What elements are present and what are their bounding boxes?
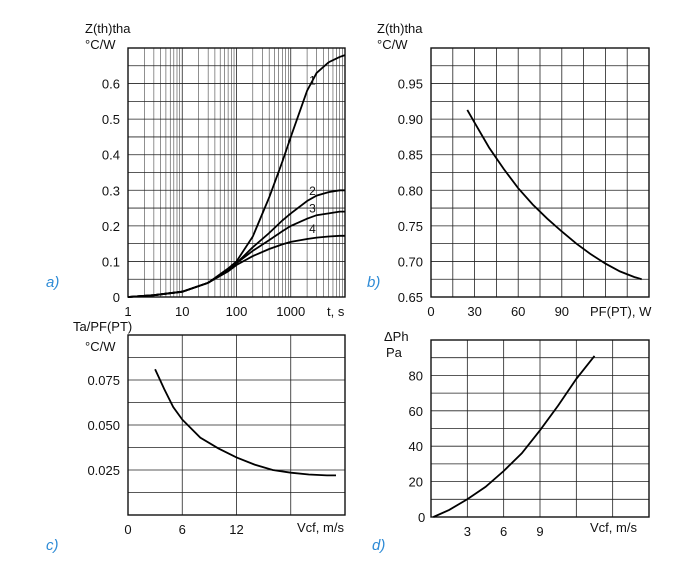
panel-a-curve-label-3: 3 <box>309 202 316 216</box>
panel-a-curve-label-2: 2 <box>309 184 316 198</box>
panel-d-ytick-label: 20 <box>409 475 423 490</box>
panel-a-ytick-label: 0.1 <box>102 254 120 269</box>
panel-c-ytick-label: 0.075 <box>87 373 120 388</box>
panel-a-grid <box>128 48 345 297</box>
panel-b-ytick-label: 0.70 <box>398 254 423 269</box>
panel-b-frame <box>430 47 650 298</box>
panel-b-ticks: 0 30 60 90 0.65 0.70 0.75 0.80 0.85 0.90 0.95 <box>398 77 569 319</box>
panel-a-curve-label-1: 1 <box>309 74 316 88</box>
panel-b-xtick-label: 90 <box>555 304 569 319</box>
panel-c-xlabel: Vcf, m/s <box>297 520 344 535</box>
panel-d-grid <box>431 340 649 517</box>
panel-c-curve <box>154 368 336 477</box>
panel-d-xtick-label: 9 <box>536 524 543 539</box>
panel-a: Z(th)tha °C/W 1 2 3 4 1 10 100 1000 0 0.1 0.2 0.3 0… <box>46 21 346 319</box>
panel-b-ylabel-line2: °C/W <box>377 37 408 52</box>
panel-d: ΔPh Pa 3 6 9 20 40 60 80 0 Vcf, m/s d) <box>372 329 650 554</box>
panel-d-ytick-label: 60 <box>409 404 423 419</box>
panel-a-ytick-label: 0.3 <box>102 183 120 198</box>
panel-a-curve-4 <box>127 234 345 298</box>
panel-d-ytick-label: 80 <box>409 368 423 383</box>
panel-b-xtick-label: 60 <box>511 304 525 319</box>
panel-d-xtick-label: 3 <box>464 524 471 539</box>
panel-b-xtick-label: 30 <box>467 304 481 319</box>
panel-a-xlabel: t, s <box>327 304 345 319</box>
panel-d-ytick-label: 40 <box>409 439 423 454</box>
panel-b-ylabel-line1: Z(th)tha <box>377 21 423 36</box>
panel-a-ticks: 1 10 100 1000 0 0.1 0.2 0.3 0.4 0.5 0.6 <box>102 77 305 319</box>
panel-b-xtick-label: 0 <box>427 304 434 319</box>
panel-b-ytick-label: 0.95 <box>398 77 423 92</box>
panel-b-ytick-label: 0.90 <box>398 112 423 127</box>
panel-d-origin-label: 0 <box>418 510 425 525</box>
panel-d-curves <box>433 355 596 518</box>
panel-a-ytick-label: 0.2 <box>102 219 120 234</box>
panel-d-ylabel-line2: Pa <box>386 345 403 360</box>
panel-c: Ta/PF(PT) °C/W 0 6 12 0.025 0.050 0.075 Vcf, … <box>46 319 346 554</box>
panel-a-xtick-label: 100 <box>226 304 248 319</box>
panel-b-grid <box>431 48 649 297</box>
panel-c-ytick-label: 0.050 <box>87 418 120 433</box>
panel-b-ytick-label: 0.75 <box>398 219 423 234</box>
panel-a-xtick-label: 10 <box>175 304 189 319</box>
panel-c-grid <box>128 335 345 515</box>
panel-c-frame <box>127 334 346 516</box>
panel-d-curve <box>433 355 596 518</box>
panel-a-ytick-label: 0.5 <box>102 112 120 127</box>
panel-a-curve-label-4: 4 <box>309 222 316 236</box>
panel-b: Z(th)tha °C/W 0 30 60 90 0.65 0.70 0.75 0.80 0.8… <box>367 21 652 319</box>
panel-a-ytick-label: 0.4 <box>102 148 120 163</box>
panel-b-ytick-label: 0.80 <box>398 183 423 198</box>
panel-d-frame <box>430 339 650 518</box>
panel-c-curves <box>154 368 336 477</box>
panel-a-label: a) <box>46 274 59 291</box>
panel-a-frame <box>127 47 346 298</box>
panel-b-curves <box>466 109 642 281</box>
panel-c-ticks: 0 6 12 0.025 0.050 0.075 <box>87 373 243 537</box>
panel-c-ylabel-line2: °C/W <box>85 339 116 354</box>
panel-b-xlabel: PF(PT), W <box>590 304 652 319</box>
panel-d-label: d) <box>372 537 385 554</box>
panel-d-xlabel: Vcf, m/s <box>590 520 637 535</box>
panel-d-xtick-label: 6 <box>500 524 507 539</box>
panel-d-ylabel-line1: ΔPh <box>384 329 409 344</box>
panel-b-ytick-label: 0.65 <box>398 290 423 305</box>
panel-a-ytick-label: 0 <box>113 290 120 305</box>
panel-a-ylabel-line2: °C/W <box>85 37 116 52</box>
panel-a-ylabel-line1: Z(th)tha <box>85 21 131 36</box>
panel-a-ytick-label: 0.6 <box>102 77 120 92</box>
panel-a-xtick-label: 1 <box>124 304 131 319</box>
panel-b-ytick-label: 0.85 <box>398 148 423 163</box>
panel-c-ytick-label: 0.025 <box>87 463 120 478</box>
panel-d-ticks: 3 6 9 20 40 60 80 <box>409 368 544 539</box>
panel-b-label: b) <box>367 274 380 291</box>
panel-c-label: c) <box>46 537 59 554</box>
panel-a-xtick-label: 1000 <box>276 304 305 319</box>
panel-c-xtick-label: 12 <box>229 522 243 537</box>
panel-c-xtick-label: 0 <box>124 522 131 537</box>
panel-c-ylabel-line1: Ta/PF(PT) <box>73 319 132 334</box>
panel-b-curve <box>466 109 642 281</box>
panel-a-curves: 1 2 3 4 <box>127 54 346 298</box>
panel-c-xtick-label: 6 <box>179 522 186 537</box>
